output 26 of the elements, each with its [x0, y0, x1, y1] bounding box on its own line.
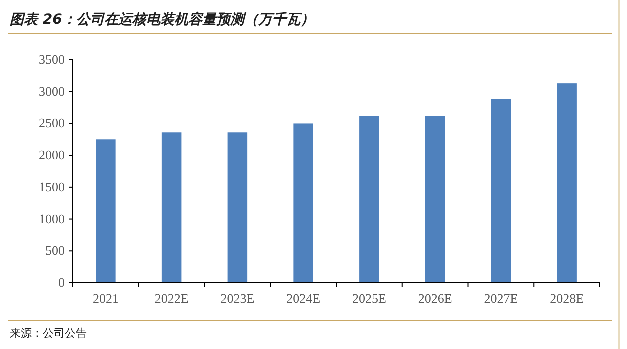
x-tick-label: 2027E: [484, 291, 518, 306]
y-tick-label: 2500: [39, 116, 65, 131]
source-note: 来源：公司公告: [10, 327, 87, 340]
bar: [162, 132, 182, 283]
bar: [294, 124, 314, 283]
bar: [425, 116, 446, 283]
y-tick-label: 3000: [39, 84, 65, 99]
x-tick-label: 2022E: [154, 291, 189, 306]
x-tick-label: 2025E: [352, 291, 386, 306]
y-tick-label: 500: [46, 243, 65, 258]
chart-title: 图表 26：公司在运核电装机容量预测（万千瓦）: [10, 11, 314, 28]
bar: [557, 84, 577, 283]
x-tick-label: 2021: [92, 291, 119, 306]
x-tick-label: 2023E: [220, 291, 255, 306]
bar: [360, 116, 380, 283]
x-tick-label: 2028E: [550, 291, 584, 306]
y-tick-label: 1500: [39, 179, 65, 194]
y-tick-label: 1000: [39, 211, 65, 226]
x-tick-label: 2026E: [418, 291, 452, 306]
x-tick-label: 2024E: [286, 291, 321, 306]
y-tick-label: 0: [58, 275, 65, 290]
y-tick-label: 2000: [39, 148, 65, 163]
bar: [96, 140, 116, 283]
bar: [228, 132, 248, 283]
bar: [491, 100, 512, 283]
y-tick-label: 3500: [39, 52, 65, 67]
